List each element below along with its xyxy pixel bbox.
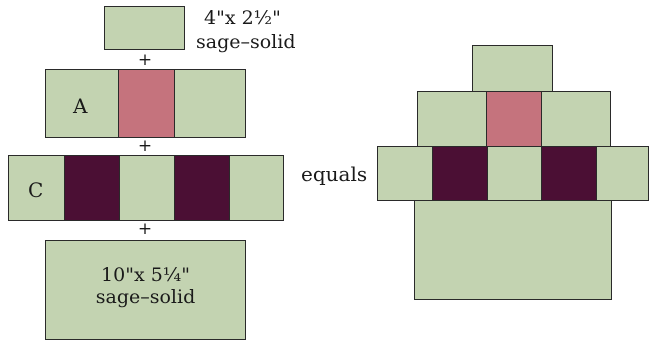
top-block-fabric-label: sage–solid [196,31,296,53]
row-c-plum-2 [174,155,230,221]
equals-label: equals [301,162,368,186]
assembled-row-c-5 [596,146,649,201]
row-a-center-rose [118,69,175,138]
row-a-right-sage [174,69,246,138]
row-c-sage-1 [8,155,65,221]
assembled-bottom-sage [414,200,612,300]
assembled-row-c-4 [541,146,597,201]
assembled-row-c-2 [432,146,488,201]
assembled-row-a-center [486,91,542,147]
row-c-sage-2 [119,155,175,221]
row-c-sage-3 [229,155,284,221]
assembled-row-c-3 [487,146,542,201]
row-a-left-sage [45,69,119,138]
top-sage-block [104,6,185,50]
assembled-top-sage [472,45,553,92]
row-a-label: A [73,94,88,118]
row-c-plum-1 [64,155,120,221]
assembled-row-a-left [417,91,487,147]
assembled-row-a-right [541,91,611,147]
top-block-dimension-label: 4"x 2½" [204,7,281,29]
bottom-block-dimension-label: 10"x 5¼" [101,264,190,286]
bottom-sage-block: 10"x 5¼" sage–solid [45,240,246,340]
bottom-block-label: 10"x 5¼" sage–solid [46,264,245,309]
bottom-block-fabric-label: sage–solid [95,285,196,308]
plus-sign-1: + [137,50,153,70]
assembled-row-c-1 [377,146,433,201]
row-c-label: C [28,178,44,202]
plus-sign-2: + [137,136,153,156]
plus-sign-3: + [137,219,153,239]
